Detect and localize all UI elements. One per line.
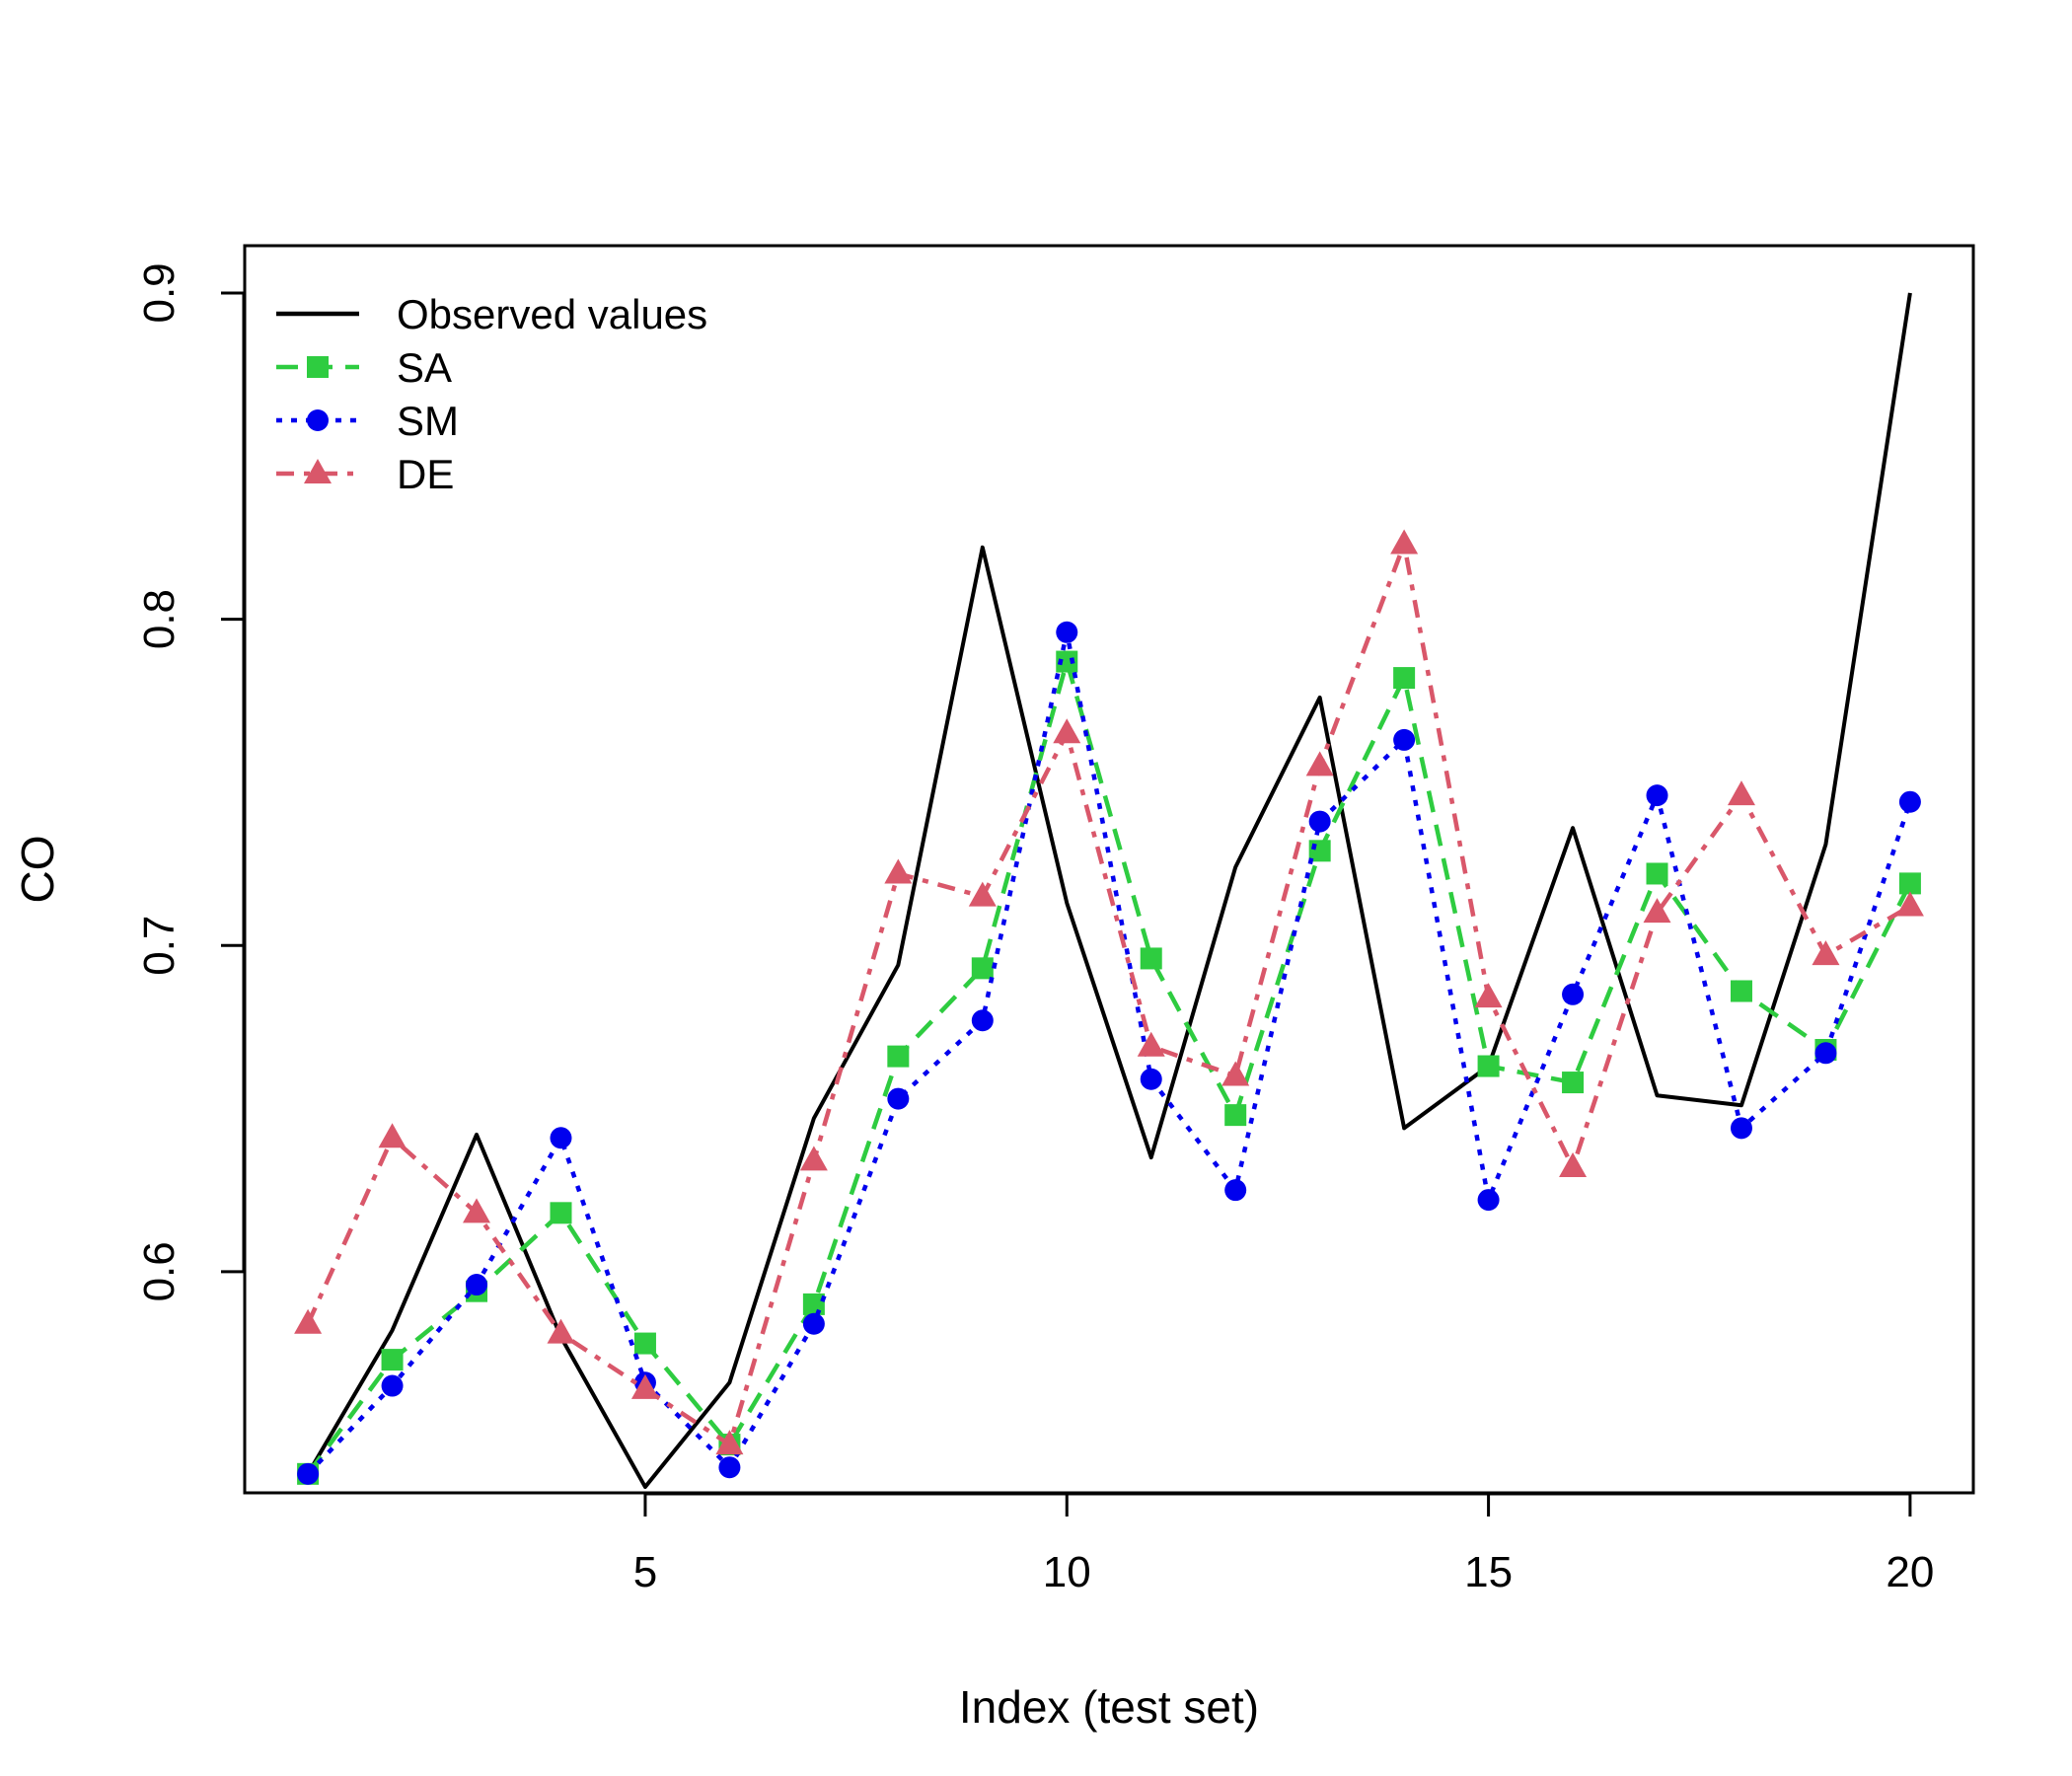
data-point-sa [887,1045,910,1068]
series-line-observed-values [306,292,1912,1490]
legend-marker-sm [307,409,329,431]
data-point-de [1474,983,1503,1008]
data-point-sm [1898,790,1921,813]
series-line-de [306,542,1912,1447]
data-point-de [294,1308,323,1334]
legend-item-observed-values: Observed values [276,291,707,337]
data-point-sa [971,957,994,980]
series-sm [297,621,1921,1485]
data-point-sa [1393,667,1416,690]
data-point-de [884,858,913,884]
legend-item-sa: SA [276,344,452,391]
data-point-sa [1730,980,1752,1002]
legend-label-de: DE [397,451,454,497]
y-tick-label: 0.6 [135,1241,184,1301]
data-point-de [1137,1031,1165,1057]
data-point-de [547,1318,575,1344]
data-point-sm [1477,1189,1500,1212]
data-point-de [799,1146,828,1171]
y-axis: 0.6 0.7 0.8 0.9 [135,262,246,1301]
series-observed-values [306,292,1912,1490]
plot-frame [243,244,1975,1495]
data-point-de [715,1430,744,1455]
y-tick-label: 0.8 [135,589,184,649]
data-point-sa [381,1349,404,1371]
data-point-de [1221,1061,1250,1086]
data-point-sa [1140,947,1162,970]
data-point-de [1643,898,1671,924]
data-point-sm [802,1312,825,1335]
data-point-sm [887,1087,910,1110]
x-tick-label: 5 [633,1548,657,1596]
data-point-sm [381,1374,404,1397]
x-tick-label: 15 [1464,1548,1513,1596]
series-sa [297,650,1921,1485]
x-axis: 5 10 15 20 [633,1492,1934,1596]
legend-label-observed-values: Observed values [397,291,707,337]
data-point-sm [1562,983,1585,1005]
data-point-sa [1056,650,1078,673]
data-point-sm [1730,1117,1752,1140]
data-point-sa [1898,872,1921,895]
data-point-de [1812,940,1840,966]
data-point-sa [1646,862,1668,885]
legend-item-de: DE [276,451,454,497]
data-point-de [378,1123,407,1148]
data-point-sm [971,1009,994,1032]
data-point-de [1053,718,1081,744]
series-line-sm [306,629,1913,1476]
data-point-de [630,1373,659,1399]
series-layer [294,292,1924,1490]
x-axis-title: Index (test set) [959,1681,1259,1733]
data-point-sa [633,1332,656,1355]
legend-label-sm: SM [397,398,459,444]
x-tick-label: 20 [1886,1548,1934,1596]
data-point-de [968,881,997,907]
data-point-sa [802,1293,825,1315]
data-point-de [1305,751,1334,777]
data-point-sm [1814,1042,1837,1065]
data-point-sm [1308,810,1331,833]
legend: Observed values SA SM DE [276,291,707,497]
data-point-sm [466,1274,488,1296]
data-point-sm [550,1127,572,1149]
legend-item-sm: SM [276,398,459,444]
data-point-sm [297,1462,320,1485]
data-point-de [1559,1152,1588,1178]
data-point-sm [1393,728,1416,751]
legend-marker-sa [307,356,329,378]
data-point-sm [1140,1068,1162,1090]
data-point-de [1895,891,1924,917]
legend-marker-de [304,459,332,483]
data-point-sm [1646,784,1668,807]
data-point-sa [550,1202,572,1224]
series-line-sa [306,659,1912,1476]
data-point-sm [718,1456,741,1479]
data-point-sa [1477,1055,1500,1077]
y-tick-label: 0.9 [135,262,184,323]
series-de [294,529,1924,1455]
data-point-de [463,1198,491,1223]
y-axis-title: CO [12,836,63,904]
data-point-sa [1224,1104,1247,1127]
data-point-sm [1224,1179,1247,1202]
data-point-sm [1056,621,1078,643]
data-point-de [1727,780,1755,806]
legend-label-sa: SA [397,344,452,391]
y-tick-label: 0.7 [135,916,184,976]
data-point-de [1390,529,1419,555]
x-tick-label: 10 [1043,1548,1091,1596]
data-point-sa [1562,1072,1585,1094]
